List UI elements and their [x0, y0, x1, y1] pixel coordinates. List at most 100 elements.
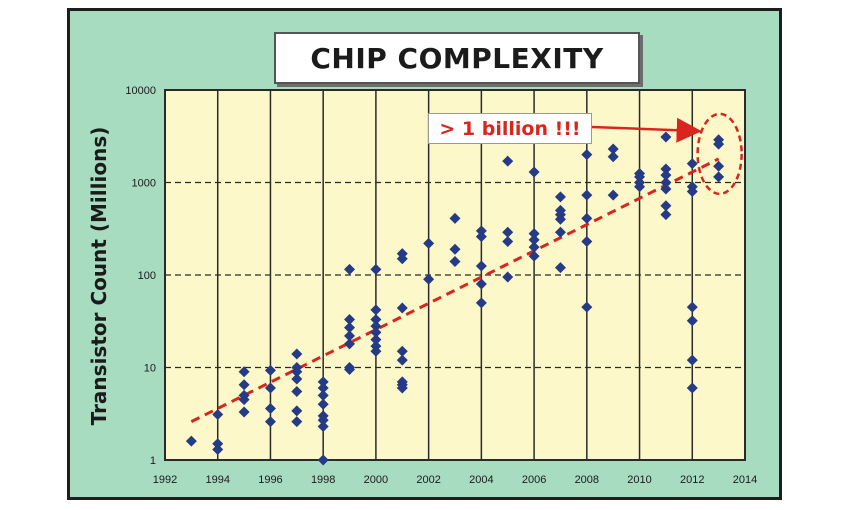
data-point: [713, 138, 725, 150]
data-point: [502, 226, 514, 238]
data-point: [581, 149, 593, 161]
data-point: [554, 226, 566, 238]
data-point: [291, 386, 303, 398]
data-point: [370, 314, 382, 326]
data-point: [660, 177, 672, 188]
data-point: [291, 366, 303, 378]
data-point: [634, 181, 646, 193]
data-point: [554, 191, 566, 203]
data-point: [370, 304, 382, 316]
data-point: [686, 354, 698, 366]
data-point: [396, 253, 408, 265]
y-axis-label: Transistor Count (Millions): [87, 126, 111, 426]
data-point: [238, 366, 250, 378]
data-point: [554, 262, 566, 274]
x-tick-2000: 2000: [364, 474, 388, 486]
data-point: [396, 382, 408, 394]
x-tick-2002: 2002: [416, 474, 440, 486]
y-tick-labels: 1 10 100 1000 10000: [125, 85, 156, 467]
data-point: [449, 243, 461, 255]
data-point: [396, 345, 408, 357]
data-point: [528, 166, 540, 178]
data-point: [317, 382, 329, 394]
data-point: [317, 421, 329, 433]
x-tick-2010: 2010: [627, 474, 651, 486]
y-tick-10000: 10000: [125, 85, 156, 97]
data-point: [449, 212, 461, 224]
data-point: [264, 364, 276, 376]
data-point: [502, 155, 514, 167]
data-point: [423, 273, 435, 285]
data-point: [344, 322, 356, 334]
data-point: [344, 364, 356, 376]
y-tick-1: 1: [150, 455, 156, 467]
data-point: [291, 405, 303, 417]
x-tick-2012: 2012: [680, 474, 704, 486]
data-point: [449, 255, 461, 267]
data-point: [264, 382, 276, 394]
data-point: [660, 163, 672, 175]
data-point: [317, 389, 329, 401]
data-point: [423, 237, 435, 249]
data-point: [370, 263, 382, 275]
data-point: [185, 435, 197, 447]
data-point: [475, 231, 487, 243]
data-point: [686, 315, 698, 327]
data-point: [212, 438, 224, 450]
data-point: [344, 330, 356, 342]
data-point: [686, 185, 698, 197]
y-tick-1000: 1000: [132, 178, 156, 190]
data-point: [344, 338, 356, 350]
data-point: [238, 406, 250, 418]
data-point: [212, 443, 224, 455]
data-point: [317, 414, 329, 426]
x-tick-2004: 2004: [469, 474, 493, 486]
data-point: [502, 236, 514, 248]
data-point: [475, 225, 487, 237]
x-tick-1992: 1992: [153, 474, 177, 486]
x-tick-1998: 1998: [311, 474, 335, 486]
x-tick-labels: 1992 1994 1996 1998 2000 2002 2004 2006 2008 2010…: [153, 474, 757, 486]
data-point: [475, 278, 487, 290]
data-point: [502, 271, 514, 283]
x-tick-1994: 1994: [205, 474, 229, 486]
data-point: [370, 345, 382, 357]
data-point: [528, 250, 540, 262]
data-point: [660, 209, 672, 221]
x-tick-2006: 2006: [522, 474, 546, 486]
data-point: [264, 403, 276, 415]
data-point: [713, 171, 725, 183]
annotation-label: > 1 billion !!!: [428, 113, 592, 144]
data-point: [607, 189, 619, 201]
x-tick-1996: 1996: [258, 474, 282, 486]
data-point: [370, 326, 382, 338]
data-point: [317, 454, 329, 466]
data-point: [291, 416, 303, 428]
annotation-arrow: [591, 117, 702, 143]
data-point: [396, 302, 408, 314]
data-point: [660, 183, 672, 195]
data-point: [686, 301, 698, 313]
data-point: [291, 348, 303, 360]
data-point: [264, 416, 276, 428]
data-point: [528, 234, 540, 246]
data-point: [686, 158, 698, 170]
data-point: [317, 398, 329, 410]
y-tick-10: 10: [144, 363, 156, 375]
x-tick-2008: 2008: [575, 474, 599, 486]
data-point: [528, 241, 540, 253]
data-point: [634, 171, 646, 183]
horizontal-gridlines: [165, 181, 745, 369]
data-point: [238, 394, 250, 406]
data-point: [291, 373, 303, 385]
data-point: [396, 354, 408, 366]
data-point: [475, 260, 487, 272]
plot-border: [164, 89, 746, 461]
data-point: [713, 160, 725, 172]
data-point: [370, 320, 382, 332]
data-point: [660, 131, 672, 143]
chart-title: CHIP COMPLEXITY: [274, 32, 640, 84]
data-point: [660, 169, 672, 181]
data-point: [344, 263, 356, 275]
